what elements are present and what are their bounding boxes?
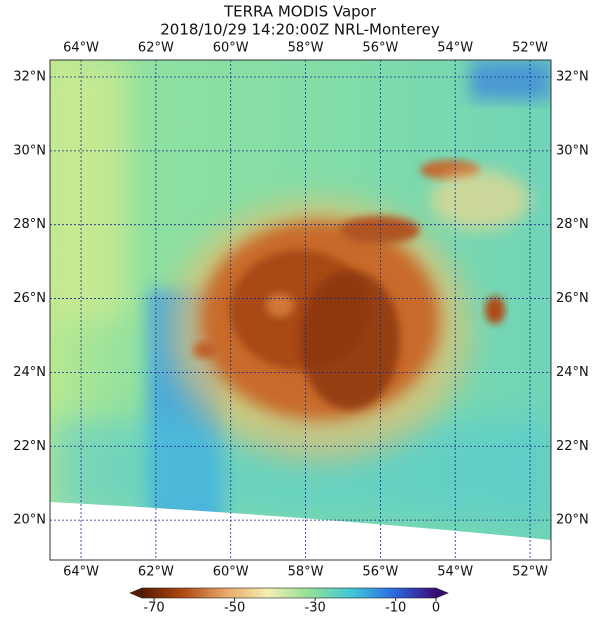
lat-tick-label: 26°N bbox=[13, 291, 46, 306]
title: TERRA MODIS Vapor bbox=[223, 3, 377, 21]
map-frame bbox=[49, 59, 552, 561]
water-vapor-image bbox=[50, 60, 551, 560]
lat-tick-label: 30°N bbox=[13, 143, 46, 158]
lat-tick-label: 20°N bbox=[13, 513, 46, 528]
lat-tick-label: 22°N bbox=[556, 439, 589, 454]
lon-tick-label: 56°W bbox=[362, 565, 398, 580]
lon-tick-label: 60°W bbox=[213, 565, 249, 580]
lon-tick-label: 52°W bbox=[512, 41, 548, 56]
lat-tick-label: 30°N bbox=[556, 143, 589, 158]
lon-tick-label: 62°W bbox=[138, 565, 174, 580]
lat-tick-label: 32°N bbox=[13, 69, 46, 84]
lon-tick-label: 56°W bbox=[362, 41, 398, 56]
colorbar-tick-label: -10 bbox=[385, 601, 406, 616]
lat-tick-label: 24°N bbox=[556, 365, 589, 380]
lon-tick-label: 54°W bbox=[437, 565, 473, 580]
lat-tick-label: 28°N bbox=[13, 217, 46, 232]
colorbar-tick-label: -50 bbox=[224, 601, 245, 616]
lon-tick-label: 62°W bbox=[138, 41, 174, 56]
colorbar-extend-low bbox=[129, 587, 143, 599]
lat-tick-label: 32°N bbox=[556, 69, 589, 84]
lon-tick-label: 58°W bbox=[288, 41, 324, 56]
lat-tick-label: 20°N bbox=[556, 513, 589, 528]
lon-tick-label: 58°W bbox=[288, 565, 324, 580]
colorbar bbox=[141, 587, 437, 599]
lon-tick-label: 60°W bbox=[213, 41, 249, 56]
lat-tick-label: 26°N bbox=[556, 291, 589, 306]
lon-tick-label: 64°W bbox=[63, 565, 99, 580]
lon-tick-label: 64°W bbox=[63, 41, 99, 56]
colorbar-tick-label: -30 bbox=[305, 601, 326, 616]
lon-tick-label: 52°W bbox=[512, 565, 548, 580]
lat-tick-label: 28°N bbox=[556, 217, 589, 232]
colorbar-extend-high bbox=[435, 587, 449, 599]
subtitle: 2018/10/29 14:20:00Z NRL-Monterey bbox=[160, 21, 440, 39]
colorbar-tick-label: -70 bbox=[143, 601, 164, 616]
colorbar-tick-label: 0 bbox=[432, 601, 440, 616]
lat-tick-label: 24°N bbox=[13, 365, 46, 380]
lat-tick-label: 22°N bbox=[13, 439, 46, 454]
lon-tick-label: 54°W bbox=[437, 41, 473, 56]
